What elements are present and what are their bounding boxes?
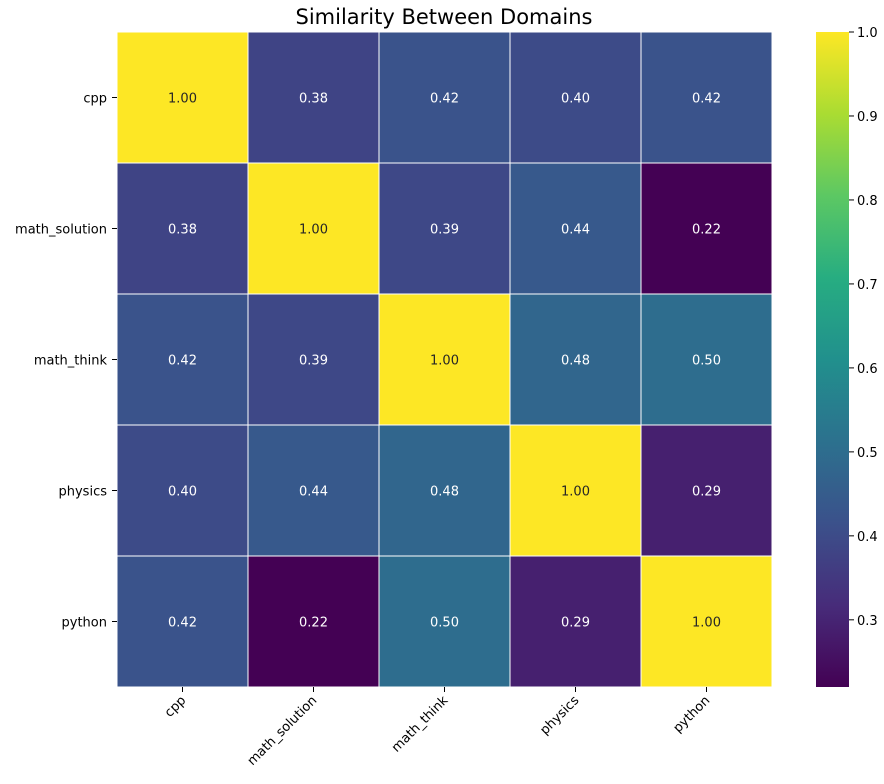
cell-value-label: 0.42 — [692, 92, 721, 107]
cell-value-label: 0.29 — [561, 616, 590, 631]
heatmap-cell-math_solution-python — [640, 162, 773, 295]
heatmap-cell-cpp-physics — [509, 31, 642, 164]
heatmap-cell-math_think-python — [640, 293, 773, 426]
cell-value-label: 1.00 — [430, 354, 459, 369]
colorbar-tick-label: 0.6 — [857, 362, 878, 377]
cell-value-label: 0.40 — [561, 92, 590, 107]
colorbar-tick-label: 0.9 — [857, 110, 878, 125]
cell-value-label: 0.22 — [692, 223, 721, 238]
heatmap-cell-math_think-physics — [509, 293, 642, 426]
y-tick-label-cpp: cpp — [83, 92, 107, 107]
x-tick-label-cpp: cpp — [162, 693, 189, 720]
colorbar-tick-label: 0.7 — [857, 278, 878, 293]
x-axis-ticks: cpp math_solution math_think physics python — [162, 687, 713, 769]
cell-value-label: 0.50 — [692, 354, 721, 369]
heatmap-cell-math_think-math_solution — [247, 293, 380, 426]
heatmap-cell-python-cpp — [116, 555, 249, 688]
y-tick-label-physics: physics — [59, 485, 108, 500]
heatmap-cell-python-python — [640, 555, 773, 688]
cell-value-label: 0.42 — [168, 616, 197, 631]
cell-value-label: 0.42 — [430, 92, 459, 107]
colorbar-tick-label: 0.5 — [857, 446, 878, 461]
cell-value-label: 1.00 — [168, 92, 197, 107]
colorbar-tick-label: 0.3 — [857, 614, 878, 629]
colorbar-gradient — [816, 32, 849, 687]
cell-value-label: 1.00 — [299, 223, 328, 238]
heatmap-cell-cpp-math_think — [378, 31, 511, 164]
x-tick-label-physics: physics — [537, 693, 582, 738]
heatmap-cell-python-math_think — [378, 555, 511, 688]
x-tick-label-math_solution: math_solution — [245, 693, 321, 769]
cell-value-label: 0.38 — [299, 92, 328, 107]
colorbar-tick-label: 0.8 — [857, 194, 878, 209]
colorbar: 0.3 0.4 0.5 0.6 0.7 0.8 0.9 1.0 — [816, 26, 878, 687]
cell-value-label: 1.00 — [561, 485, 590, 500]
heatmap-cell-physics-math_think — [378, 424, 511, 557]
heatmap-cell-math_think-math_think — [378, 293, 511, 426]
y-tick-label-math_think: math_think — [34, 354, 108, 369]
cell-value-label: 0.38 — [168, 223, 197, 238]
y-tick-label-math_solution: math_solution — [15, 223, 107, 238]
cell-value-label: 0.44 — [299, 485, 328, 500]
cell-value-label: 0.39 — [430, 223, 459, 238]
cell-value-label: 0.29 — [692, 485, 721, 500]
cell-value-label: 0.44 — [561, 223, 590, 238]
heatmap-cell-math_solution-math_think — [378, 162, 511, 295]
heatmap-cell-math_solution-cpp — [116, 162, 249, 295]
cell-value-label: 0.50 — [430, 616, 459, 631]
heatmap-cell-cpp-python — [640, 31, 773, 164]
colorbar-tick-label: 0.4 — [857, 530, 878, 545]
heatmap-cell-cpp-cpp — [116, 31, 249, 164]
heatmap-cell-python-math_solution — [247, 555, 380, 688]
colorbar-tick-label: 1.0 — [857, 26, 878, 41]
chart-title: Similarity Between Domains — [296, 5, 593, 29]
cell-value-label: 0.42 — [168, 354, 197, 369]
heatmap-cell-physics-python — [640, 424, 773, 557]
y-tick-label-python: python — [62, 616, 107, 631]
cell-value-label: 0.39 — [299, 354, 328, 369]
heatmap-cell-cpp-math_solution — [247, 31, 380, 164]
cell-value-label: 0.22 — [299, 616, 328, 631]
cell-value-label: 0.48 — [561, 354, 590, 369]
cell-value-label: 1.00 — [692, 616, 721, 631]
heatmap-cell-physics-physics — [509, 424, 642, 557]
heatmap-cell-physics-math_solution — [247, 424, 380, 557]
cell-value-label: 0.40 — [168, 485, 197, 500]
cell-value-label: 0.48 — [430, 485, 459, 500]
x-tick-label-math_think: math_think — [389, 693, 452, 756]
x-tick-label-python: python — [671, 693, 714, 736]
heatmap-grid: 1.00 0.38 0.42 0.40 0.42 0.38 1.00 0.39 0.44 0.22… — [116, 31, 773, 688]
